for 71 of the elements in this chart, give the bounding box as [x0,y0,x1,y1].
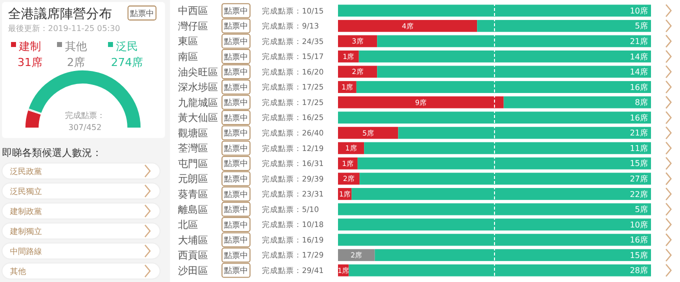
text: 點票中 [223,128,248,138]
legend-label: 其他 [65,40,87,53]
text: 點票中 [223,68,248,77]
text: 點票中 [129,8,154,18]
text: 其他 [10,266,26,276]
text: 點票中 [223,144,248,153]
text: 點票中 [223,6,248,16]
data-label: 5席 [634,22,648,31]
y-tick-label: 中西區 [178,5,208,18]
text: 建制獨立 [9,226,42,236]
text: 點票中 [223,220,248,230]
text: 點票中 [223,174,248,184]
text: 完成點票：307/452 [65,111,105,132]
data-label: 11席 [630,144,648,153]
text: 中間路線 [10,246,42,256]
data-label: 15席 [630,159,648,168]
legend-label: 泛民 [116,40,138,53]
data-label: 27席 [630,174,648,184]
y-tick-label: 黃大仙區 [178,112,218,124]
data-label: 10席 [630,6,648,16]
y-tick-label: 北區 [178,219,198,232]
legend-label: 建制 [18,40,41,53]
y-tick-label: 東區 [178,36,198,48]
text: 點票中 [223,159,248,168]
text: 點票中 [223,236,248,245]
y-tick-label: 荃灣區 [178,142,208,155]
data-label: 16席 [630,113,648,122]
data-label: 274席 [111,56,143,69]
data-label: 8席 [634,98,648,108]
y-tick-label: 灣仔區 [178,20,208,32]
y-tick-label: 元朗區 [178,173,208,186]
y-tick-label: 西貢區 [178,250,208,262]
y-tick-label: 沙田區 [178,264,208,277]
data-label: 21席 [630,36,648,46]
y-tick-label: 南區 [178,50,198,63]
data-label: 14席 [630,68,648,77]
data-label: 21席 [630,128,648,138]
text: 點票中 [223,266,248,276]
data-label: 2席 [67,56,85,69]
data-label: 10席 [630,220,648,230]
y-tick-label: 九龍城區 [178,96,218,109]
chart-title: 全港議席陣營分布 [8,6,112,22]
text: 建制政黨 [9,206,42,216]
text: 點票中 [223,98,248,108]
text: 即睇各類候選人數況： [2,147,102,159]
y-tick-label: 離島區 [178,204,208,216]
data-label: 28席 [630,266,648,276]
y-tick-label: 大埔區 [178,234,208,246]
data-label: 16席 [630,236,648,245]
y-tick-label: 屯門區 [178,158,208,170]
data-label: 14席 [630,52,648,62]
text: 點票中 [223,190,248,199]
y-tick-label: 油尖旺區 [178,66,218,78]
text: 點票中 [223,52,248,62]
data-label: 16席 [630,82,648,92]
y-tick-label: 葵青區 [178,188,208,200]
text: 泛民政黨 [10,166,42,176]
text: 點票中 [223,22,248,31]
text: 點票中 [223,250,248,260]
text: 點票中 [223,82,248,92]
text: 泛民獨立 [10,186,42,196]
data-label: 22席 [630,190,648,199]
y-tick-label: 深水埗區 [178,82,218,94]
text: 點票中 [223,36,248,46]
chart-subtitle: 最後更新：2019-11-25 05:30 [8,24,120,33]
text: 點票中 [223,205,248,214]
text: 點票中 [223,113,248,122]
y-tick-label: 觀塘區 [178,127,208,140]
data-label: 5席 [634,205,648,214]
data-label: 31席 [18,56,42,69]
data-label: 15席 [630,250,648,260]
